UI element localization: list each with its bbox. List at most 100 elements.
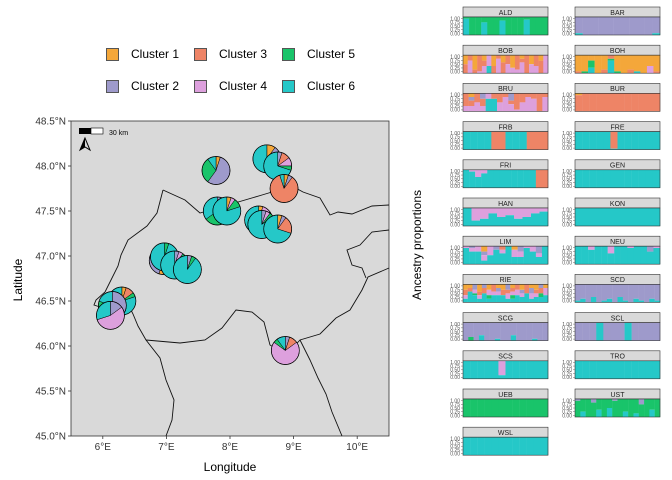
ancestry-bar-segment	[468, 106, 475, 112]
ancestry-bar-segment	[491, 55, 497, 66]
ancestry-bar-segment	[614, 246, 621, 265]
ancestry-bar-segment	[505, 246, 512, 265]
ancestry-bar-segment	[596, 131, 604, 150]
panel-tick-label: 0.50	[562, 62, 572, 68]
ancestry-bar-segment	[470, 131, 478, 150]
panel-tick-label: 0.25	[450, 66, 460, 72]
panel-tick-label: 0.50	[562, 100, 572, 106]
ancestry-bar-segment	[533, 297, 539, 303]
x-tick-label: 7°E	[158, 442, 175, 453]
panel-tick-label: 0.75	[562, 58, 572, 64]
ancestry-bar-segment	[477, 131, 485, 150]
panel-tick-label: 1.00	[450, 284, 460, 290]
panel-label: BRU	[498, 86, 513, 93]
ancestry-bar-segment	[644, 17, 653, 35]
ancestry-panel: FRI 1.000.750.500.250.00	[450, 159, 549, 190]
panel-tick-label: 0.50	[562, 138, 572, 144]
ancestry-bar-segment	[522, 217, 532, 226]
ancestry-bar-segment	[519, 93, 526, 103]
panel-tick-label: 0.50	[562, 368, 572, 374]
ancestry-bar-segment	[499, 246, 506, 250]
y-tick-label: 48.0°N	[35, 162, 66, 173]
panel-tick-label: 0.00	[450, 222, 460, 228]
ancestry-bar-segment	[631, 360, 639, 379]
panel-label: SCD	[610, 277, 625, 284]
ancestry-bar-segment	[533, 293, 539, 297]
ancestry-bar-segment	[529, 298, 535, 303]
ancestry-bar-segment	[523, 246, 530, 248]
ancestry-bar-segment	[596, 322, 604, 341]
ancestry-bar-segment	[633, 71, 641, 74]
ancestry-bar-segment	[631, 169, 639, 188]
ancestry-bar-segment	[653, 71, 661, 74]
ancestry-bar-segment	[531, 93, 537, 99]
ancestry-bar-segment	[631, 93, 639, 112]
ancestry-bar-segment	[652, 131, 661, 150]
ancestry-bar-segment	[649, 409, 655, 417]
ancestry-panel: RIE 1.000.750.500.250.00	[450, 274, 549, 305]
ancestry-bar-segment	[463, 246, 470, 248]
y-tick-label: 46.0°N	[35, 342, 66, 353]
ancestry-bar-segment	[519, 297, 525, 303]
ancestry-bar-segment	[485, 98, 492, 112]
panel-tick-label: 0.00	[450, 452, 460, 458]
ancestry-bar-segment	[543, 295, 549, 303]
ancestry-bar-segment	[581, 246, 589, 265]
ancestry-bar-segment	[484, 360, 492, 379]
legend-swatch	[282, 79, 295, 93]
panel-tick-label: 0.00	[450, 337, 460, 343]
ancestry-bar-segment	[601, 284, 608, 301]
ancestry-bar-segment	[531, 98, 537, 112]
ancestry-panel: FRB 1.000.750.500.250.00	[450, 121, 549, 152]
panel-tick-label: 0.50	[450, 368, 460, 374]
panel-tick-label: 1.00	[562, 16, 572, 22]
ancestry-bar-segment	[484, 322, 490, 341]
ancestry-bar-segment	[543, 55, 549, 74]
ancestry-bar-segment	[538, 288, 544, 294]
ancestry-bar-segment	[523, 248, 530, 265]
panel-tick-label: 1.00	[450, 55, 460, 61]
ancestry-bar-segment	[510, 288, 516, 292]
ancestry-bar-segment	[533, 55, 539, 66]
ancestry-bar-segment	[606, 298, 613, 303]
ancestry-bar-segment	[583, 208, 593, 226]
ancestry-bar-segment	[472, 69, 478, 74]
ancestry-bar-segment	[508, 104, 515, 112]
ancestry-bar-segment	[505, 289, 511, 294]
panel-tick-label: 0.00	[562, 146, 572, 152]
ancestry-panel: HAN 1.000.750.500.250.00	[450, 197, 549, 228]
panel-tick-label: 1.00	[562, 398, 572, 404]
ancestry-bar-segment	[469, 17, 476, 35]
ancestry-bar-segment	[535, 257, 543, 265]
ancestry-bar-segment	[480, 208, 489, 219]
panel-tick-label: 0.25	[450, 219, 460, 225]
ancestry-bar-segment	[624, 360, 632, 379]
ancestry-bar-segment	[652, 169, 661, 188]
ancestry-bar-segment	[469, 248, 476, 252]
pie-outline	[263, 214, 293, 244]
ancestry-bar-segment	[505, 55, 511, 65]
ancestry-bar-segment	[598, 17, 607, 35]
ancestry-bar-segment	[468, 322, 474, 337]
ancestry-bar-segment	[617, 169, 625, 188]
ancestry-bar-segment	[467, 288, 473, 292]
ancestry-bar-segment	[540, 131, 549, 150]
panel-tick-label: 0.50	[450, 215, 460, 221]
ancestry-bar-segment	[543, 284, 549, 288]
ancestry-panel: BRU 1.000.750.500.250.00	[450, 83, 549, 114]
ancestry-bar-segment	[486, 295, 492, 299]
ancestry-bar-segment	[488, 208, 498, 214]
ancestry-bar-segment	[633, 399, 639, 414]
panel-tick-label: 0.25	[562, 104, 572, 110]
ancestry-bar-segment	[514, 109, 520, 112]
panel-tick-label: 0.25	[450, 448, 460, 454]
ancestry-bar-segment	[590, 399, 597, 403]
ancestry-bar-segment	[469, 171, 476, 188]
ancestry-panel: BOH 1.000.750.500.250.00	[562, 44, 661, 76]
ancestry-bar-segment	[621, 17, 630, 35]
ancestry-bar-segment	[463, 17, 470, 19]
ancestry-bar-segment	[588, 246, 595, 250]
ancestry-bar-segment	[605, 17, 614, 35]
ancestry-bar-segment	[470, 399, 478, 417]
panel-tick-label: 0.25	[562, 28, 572, 34]
